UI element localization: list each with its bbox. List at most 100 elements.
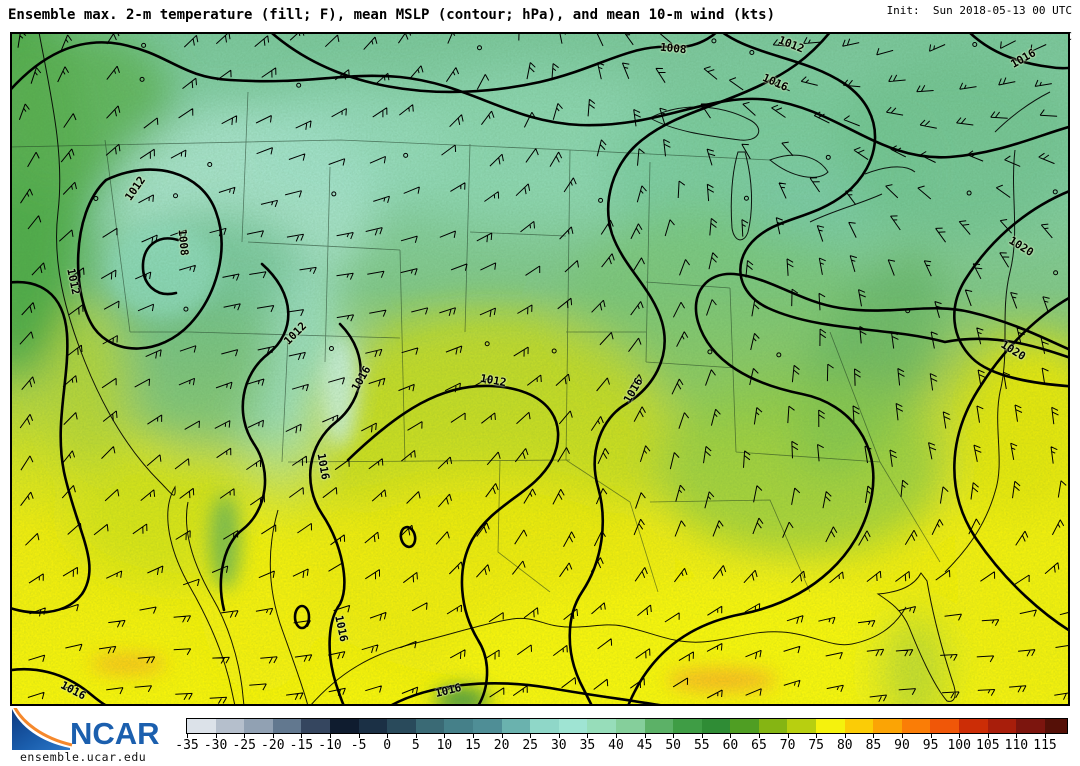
colorbar-tick-label: 60 — [722, 738, 739, 753]
colorbar-tick-label: 45 — [636, 738, 653, 753]
colorbar-tickmark — [844, 734, 846, 738]
weather-map: 1012 1008 1012 1012 1016 1016 1012 1016 1008 1012… — [10, 32, 1070, 706]
colorbar-cell — [272, 719, 302, 733]
colorbar-cell — [1016, 719, 1045, 733]
colorbar-tickmark — [902, 734, 903, 738]
colorbar-tick-label: 80 — [836, 738, 853, 753]
colorbar-tick-label: -5 — [350, 738, 367, 753]
colorbar-tick-label: 25 — [522, 738, 539, 753]
footer-bar: NCAR ensemble.ucar.edu -35 -30 -25 -20 -15 -1… — [0, 706, 1080, 766]
colorbar-cell — [901, 719, 931, 733]
colorbar-cell — [873, 719, 902, 733]
colorbar-tickmark — [244, 734, 246, 738]
ncar-logo-orange-arc — [13, 708, 73, 747]
colorbar-cell — [844, 719, 874, 733]
colorbar-tickmark — [215, 734, 217, 738]
colorbar-tick-label: 110 — [1004, 738, 1029, 753]
colorbar-tick-label: 15 — [465, 738, 481, 753]
colorbar-cell — [530, 719, 559, 733]
coastline — [38, 32, 1051, 706]
colorbar-cells — [186, 718, 1068, 734]
colorbar-cell — [730, 719, 759, 733]
colorbar-tick-label: 85 — [865, 738, 882, 753]
colorbar-tick-label: 65 — [751, 738, 767, 753]
colorbar-tick-label: 40 — [608, 738, 624, 753]
colorbar-tickmark — [330, 734, 331, 738]
colorbar-tickmark — [558, 734, 560, 738]
colorbar-cell — [415, 719, 445, 733]
colorbar-cell — [244, 719, 273, 733]
colorbar-tick-label: -35 — [175, 738, 199, 753]
map-canvas — [10, 32, 1070, 706]
colorbar-tickmark — [501, 734, 503, 738]
colorbar-cell — [215, 719, 245, 733]
colorbar-tickmark — [301, 734, 303, 738]
colorbar-cell — [558, 719, 588, 733]
colorbar-cell — [444, 719, 473, 733]
colorbar-tick-label: 95 — [922, 738, 939, 753]
colorbar-cell — [930, 719, 960, 733]
colorbar-tickmark — [730, 734, 732, 738]
header-bar: Ensemble max. 2-m temperature (fill; F),… — [0, 0, 1080, 43]
colorbar-tick-label: -25 — [232, 738, 256, 753]
colorbar-tickmark — [616, 734, 617, 738]
colorbar-cell — [301, 719, 330, 733]
colorbar-tick-label: 70 — [779, 738, 796, 753]
colorbar-tickmark — [759, 734, 760, 738]
colorbar-tickmark — [959, 734, 961, 738]
colorbar-tickmark — [272, 734, 274, 738]
colorbar-tickmark — [816, 734, 818, 738]
colorbar-cell — [187, 719, 216, 733]
colorbar-tickmark — [530, 734, 532, 738]
colorbar-tick-label: 55 — [693, 738, 710, 753]
colorbar-tickmark — [358, 734, 360, 738]
mslp-contour-label: 1008 — [659, 40, 688, 57]
colorbar-cell — [787, 719, 817, 733]
colorbar-tick-label: 20 — [493, 738, 510, 753]
colorbar-cell — [758, 719, 788, 733]
colorbar-tickmark — [473, 734, 474, 738]
colorbar-cell — [673, 719, 702, 733]
colorbar-tickmark — [701, 734, 703, 738]
colorbar-tick-label: 115 — [1033, 738, 1057, 753]
colorbar-cell — [387, 719, 416, 733]
colorbar-tick-label: 90 — [894, 738, 910, 753]
colorbar-cell — [501, 719, 531, 733]
colorbar-cell — [615, 719, 645, 733]
colorbar-tickmark — [387, 734, 389, 738]
colorbar-tickmark — [873, 734, 875, 738]
colorbar-cell — [587, 719, 616, 733]
colorbar-cell — [816, 719, 845, 733]
colorbar-tick-label: 75 — [808, 738, 825, 753]
colorbar-tick-label: -15 — [289, 738, 314, 753]
colorbar-cell — [472, 719, 502, 733]
colorbar-cell — [959, 719, 988, 733]
colorbar-tickmark — [1045, 734, 1046, 738]
colorbar-cell — [1044, 719, 1067, 733]
colorbar-tickmark — [1016, 734, 1018, 738]
ncar-logo-text: NCAR — [70, 716, 160, 751]
terrain-noise — [10, 32, 1070, 706]
map-border — [10, 32, 1070, 706]
colorbar-tickmark — [415, 734, 417, 738]
colorbar-tick-label: 100 — [947, 738, 971, 753]
colorbar-cell — [358, 719, 388, 733]
mslp-contour-label: 1008 — [175, 228, 191, 257]
colorbar-tick-label: 5 — [411, 738, 420, 753]
colorbar-tickmark — [187, 734, 188, 738]
init-time: Init: Sun 2018-05-13 00 UTC — [886, 4, 1072, 17]
wind-barbs — [17, 32, 1070, 704]
colorbar-tickmark — [587, 734, 589, 738]
colorbar-tickmark — [930, 734, 932, 738]
colorbar-tick-label: -20 — [261, 738, 285, 753]
colorbar-tickmark — [444, 734, 446, 738]
colorbar-tickmark — [787, 734, 789, 738]
ensemble-website-text: ensemble.ucar.edu — [20, 750, 147, 764]
colorbar-tickmark — [987, 734, 989, 738]
colorbar-tick-label: -30 — [203, 738, 228, 753]
colorbar-cell — [329, 719, 359, 733]
ncar-logo-swoosh — [12, 709, 70, 750]
colorbar-tick-label: -10 — [318, 738, 342, 753]
ncar-logo: NCAR — [12, 708, 160, 751]
